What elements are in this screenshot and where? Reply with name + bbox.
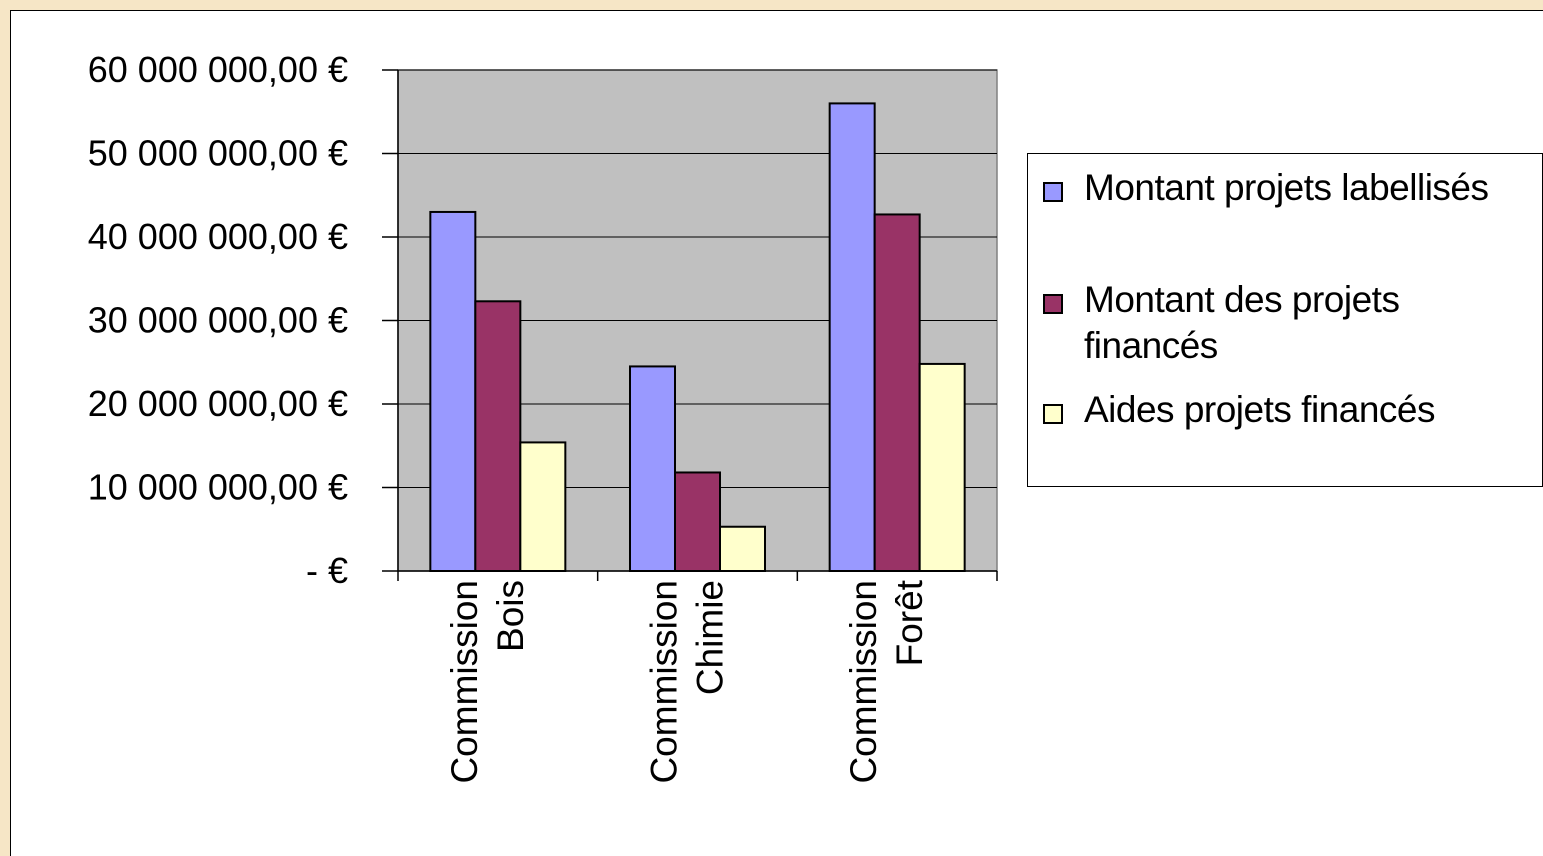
bar	[918, 362, 966, 573]
y-tick-label: - €	[306, 550, 348, 591]
legend-label: Montant des projets	[1084, 279, 1400, 320]
x-tick-label: Commission	[644, 580, 685, 784]
legend-label: Montant projets labellisés	[1084, 167, 1489, 208]
x-tick-label: Commission	[444, 580, 485, 784]
y-tick-label: 10 000 000,00 €	[88, 467, 348, 508]
y-tick-label: 30 000 000,00 €	[88, 300, 348, 341]
bar	[474, 300, 522, 572]
legend-label: Aides projets financés	[1084, 389, 1435, 430]
x-tick-label: Chimie	[690, 580, 731, 695]
bar	[828, 102, 876, 573]
legend-swatch-labellises	[1043, 182, 1063, 202]
bar	[719, 525, 766, 572]
y-tick-label: 50 000 000,00 €	[88, 133, 348, 174]
y-tick-label: 60 000 000,00 €	[88, 49, 348, 90]
bar	[629, 365, 676, 572]
bar	[519, 441, 567, 572]
legend-swatch-finances	[1043, 294, 1063, 314]
x-tick-label: Forêt	[889, 579, 930, 666]
legend-item-aides: Aides projets financés	[1042, 387, 1435, 433]
y-tick-label: 20 000 000,00 €	[88, 383, 348, 424]
bar	[429, 210, 477, 572]
legend-label-cont: financés	[1084, 325, 1218, 366]
bar	[674, 471, 721, 572]
legend-swatch-aides	[1043, 404, 1063, 424]
x-tick-label: Commission	[843, 580, 884, 784]
chart-legend: Montant projets labellisés Montant des p…	[1027, 153, 1543, 487]
bar	[873, 213, 921, 573]
y-tick-label: 40 000 000,00 €	[88, 216, 348, 257]
legend-item-finances: Montant des projets financés	[1042, 277, 1400, 369]
legend-item-labellises: Montant projets labellisés	[1042, 165, 1489, 211]
x-tick-label: Bois	[490, 580, 531, 652]
